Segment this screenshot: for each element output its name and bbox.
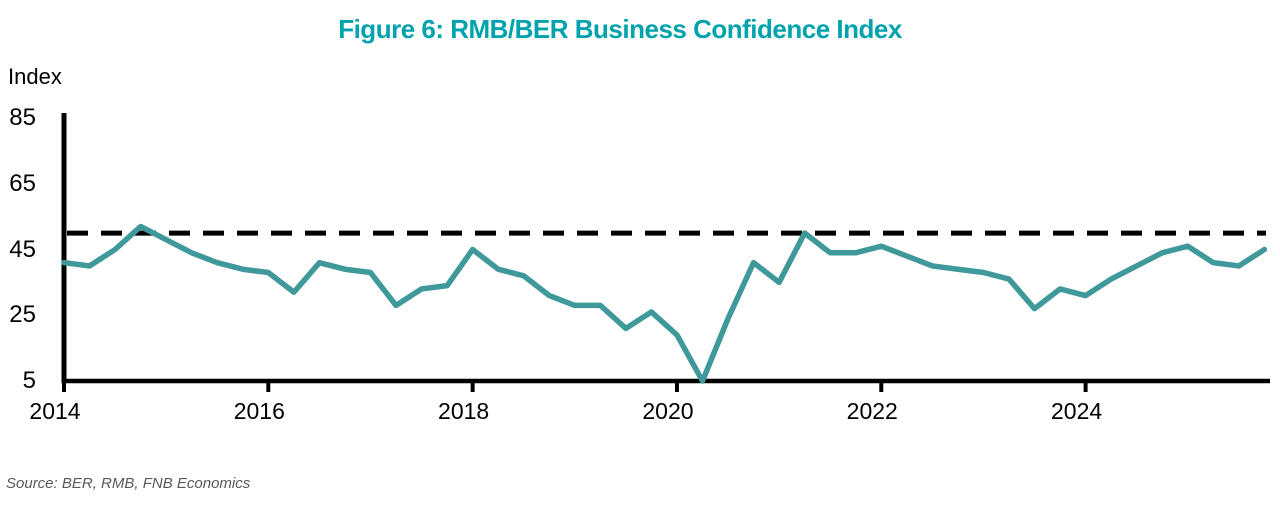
chart-title: Figure 6: RMB/BER Business Confidence In… <box>338 14 902 44</box>
x-tick-label-2014: 2014 <box>29 398 81 424</box>
y-tick-label-5: 5 <box>22 367 36 394</box>
confidence-line-chart <box>61 113 1270 392</box>
y-tick-label-65: 65 <box>9 169 36 197</box>
x-tick-label-2016: 2016 <box>233 398 285 424</box>
y-tick-label-25: 25 <box>9 301 36 329</box>
bci-line-series <box>61 223 1268 384</box>
y-axis-title: Index <box>8 64 62 89</box>
y-tick-label-45: 45 <box>9 235 36 263</box>
x-tick-label-2020: 2020 <box>642 398 694 424</box>
y-tick-label-85: 85 <box>9 104 36 131</box>
x-tick-label-2022: 2022 <box>846 398 898 424</box>
x-tick-label-2024: 2024 <box>1051 398 1103 424</box>
x-tick-label-2018: 2018 <box>438 398 490 424</box>
source-note: Source: BER, RMB, FNB Economics <box>6 475 251 492</box>
